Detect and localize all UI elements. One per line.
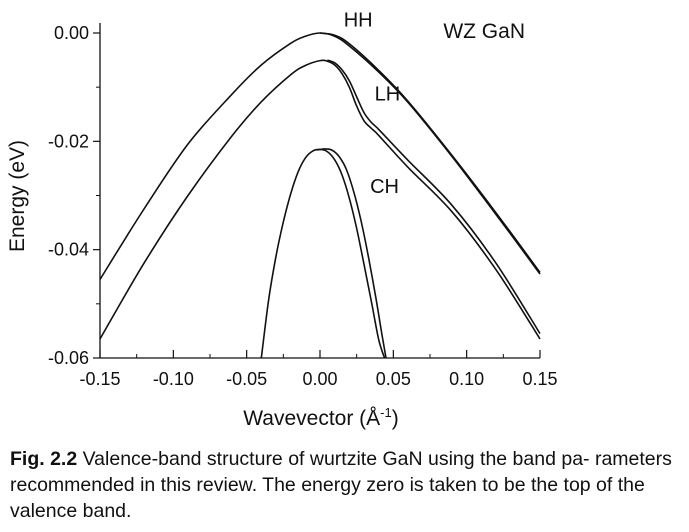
x-tick-label: 0.05 — [376, 369, 411, 389]
x-axis-label-main: Wavevector (Å — [243, 407, 380, 430]
band-curve — [327, 59, 541, 335]
band-curve — [319, 32, 541, 273]
band-curve — [99, 32, 541, 280]
y-tick-label: -0.02 — [48, 131, 89, 151]
figure-caption: Fig. 2.2 Valence-band structure of wurtz… — [10, 446, 682, 524]
plot-axes — [93, 23, 541, 359]
x-axis-label: Wavevector (Å-1) — [243, 405, 398, 430]
x-tick-label: 0.15 — [522, 369, 557, 389]
y-tick-label: 0.00 — [54, 23, 89, 43]
y-tick-label: -0.04 — [48, 240, 89, 260]
band-curves — [99, 32, 541, 359]
x-axis-label-end: ) — [392, 407, 399, 430]
x-tick-label: -0.05 — [226, 369, 267, 389]
band-curve — [99, 59, 541, 340]
x-tick-label: 0.10 — [449, 369, 484, 389]
band-structure-chart: WZ GaN Wavevector (Å-1) Energy (eV) -0.1… — [6, 10, 558, 431]
band-label: LH — [375, 84, 401, 106]
chart-labels: WZ GaN Wavevector (Å-1) Energy (eV) -0.1… — [6, 10, 558, 431]
band-curve — [260, 148, 386, 359]
y-axis-label: Energy (eV) — [6, 140, 29, 252]
caption-text: Valence-band structure of wurtzite GaN u… — [10, 448, 672, 522]
x-tick-label: -0.10 — [153, 369, 194, 389]
band-label: HH — [344, 10, 373, 32]
band-label: CH — [370, 176, 399, 198]
y-tick-label: -0.06 — [48, 348, 89, 368]
x-tick-label: 0.00 — [302, 369, 337, 389]
chart-annotation: WZ GaN — [443, 20, 525, 43]
x-tick-label: -0.15 — [79, 369, 120, 389]
band-curve — [316, 148, 387, 359]
x-axis-label-superscript: -1 — [380, 405, 392, 420]
caption-label: Fig. 2.2 — [10, 448, 78, 470]
